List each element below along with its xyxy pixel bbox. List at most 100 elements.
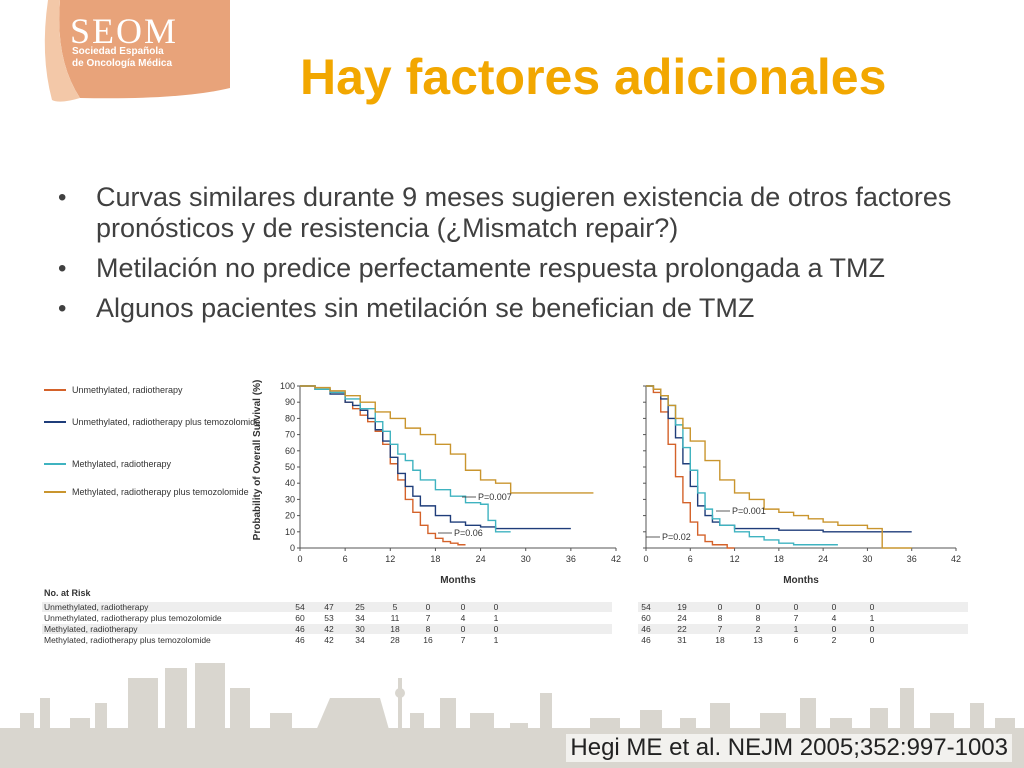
risk-cell: 1 (494, 613, 499, 623)
risk-cell: 8 (718, 613, 723, 623)
survival-curve (300, 385, 466, 546)
y-tick-label: 70 (285, 430, 295, 440)
risk-cell: 0 (494, 624, 499, 634)
risk-row-label: Methylated, radiotherapy (44, 624, 138, 634)
risk-row-bg (42, 602, 612, 612)
y-tick-label: 50 (285, 462, 295, 472)
risk-cell: 34 (355, 613, 365, 623)
risk-table: No. at Risk Unmethylated, radiotherapy 54… (42, 588, 968, 645)
bullet-list: Curvas similares durante 9 meses sugiere… (56, 182, 976, 333)
risk-cell: 1 (870, 613, 875, 623)
risk-cell: 0 (494, 602, 499, 612)
survival-curve (646, 385, 735, 549)
risk-cell: 46 (641, 635, 651, 645)
risk-cell: 8 (756, 613, 761, 623)
logo-subtitle: Sociedad Española de Oncología Médica (72, 46, 212, 70)
survival-curve (646, 385, 912, 549)
risk-cell: 46 (295, 624, 305, 634)
risk-cell: 0 (870, 602, 875, 612)
legend-label-methylated-rt: Methylated, radiotherapy (72, 459, 172, 469)
survival-curve (300, 385, 594, 494)
risk-cell: 30 (355, 624, 365, 634)
x-tick-label: 24 (476, 554, 486, 564)
risk-row-label: Unmethylated, radiotherapy plus temozolo… (44, 613, 222, 623)
risk-cell: 4 (832, 613, 837, 623)
seom-logo-swoosh (44, 0, 230, 102)
x-tick-label: 36 (566, 554, 576, 564)
y-tick-label: 60 (285, 446, 295, 456)
risk-row-bg (42, 635, 612, 645)
p-value-label: P=0.001 (732, 506, 766, 516)
logo-name: SEOM (70, 11, 179, 51)
x-tick-label: 6 (343, 554, 348, 564)
survival-figure: Unmethylated, radiotherapy Unmethylated,… (42, 380, 968, 645)
x-tick-label: 0 (297, 554, 302, 564)
survival-curve (646, 385, 838, 546)
p-value-label: P=0.007 (478, 492, 512, 502)
risk-cell: 0 (794, 602, 799, 612)
legend-label-unmethylated-rt-tmz: Unmethylated, radiotherapy plus temozolo… (72, 417, 260, 427)
risk-cell: 42 (324, 624, 334, 634)
risk-cell: 0 (832, 602, 837, 612)
risk-cell: 7 (794, 613, 799, 623)
risk-row-bg (638, 602, 968, 612)
legend-label-methylated-rt-tmz: Methylated, radiotherapy plus temozolomi… (72, 487, 249, 497)
y-tick-label: 100 (280, 381, 295, 391)
y-tick-label: 40 (285, 478, 295, 488)
risk-cell: 22 (677, 624, 687, 634)
x-tick-label: 30 (521, 554, 531, 564)
risk-cell: 2 (756, 624, 761, 634)
risk-cell: 7 (426, 613, 431, 623)
risk-cell: 25 (355, 602, 365, 612)
y-tick-label: 80 (285, 413, 295, 423)
x-tick-label: 12 (730, 554, 740, 564)
y-tick-label: 90 (285, 397, 295, 407)
survival-curve (300, 385, 571, 530)
risk-table-header: No. at Risk (44, 588, 92, 598)
risk-cell: 24 (677, 613, 687, 623)
x-tick-label: 42 (951, 554, 961, 564)
risk-cell: 1 (494, 635, 499, 645)
risk-cell: 60 (295, 613, 305, 623)
risk-cell: 0 (426, 602, 431, 612)
bullet-item: Metilación no predice perfectamente resp… (56, 253, 976, 284)
risk-cell: 4 (461, 613, 466, 623)
x-tick-label: 24 (818, 554, 828, 564)
bullet-item: Algunos pacientes sin metilación se bene… (56, 293, 976, 324)
risk-row-bg (638, 635, 968, 645)
slide-title: Hay factores adicionales (300, 49, 887, 105)
risk-cell: 11 (391, 613, 400, 623)
risk-row-label: Methylated, radiotherapy plus temozolomi… (44, 635, 211, 645)
risk-row-label: Unmethylated, radiotherapy (44, 602, 149, 612)
y-tick-label: 10 (285, 527, 295, 537)
risk-cell: 7 (718, 624, 723, 634)
logo-subtitle-line1: Sociedad Española (72, 46, 164, 57)
y-tick-label: 30 (285, 494, 295, 504)
x-tick-label: 30 (862, 554, 872, 564)
risk-row-bg (638, 613, 968, 623)
risk-cell: 7 (461, 635, 466, 645)
risk-cell: 0 (870, 624, 875, 634)
x-tick-label: 42 (611, 554, 621, 564)
x-axis-label-right: Months (783, 575, 819, 586)
x-tick-label: 18 (774, 554, 784, 564)
x-axis-label-left: Months (440, 575, 476, 586)
risk-cell: 2 (832, 635, 837, 645)
legend-label-unmethylated-rt: Unmethylated, radiotherapy (72, 385, 183, 395)
citation: Hegi ME et al. NEJM 2005;352:997-1003 (566, 734, 1012, 762)
risk-cell: 53 (324, 613, 334, 623)
risk-cell: 46 (641, 624, 651, 634)
risk-cell: 28 (390, 635, 400, 645)
y-axis-label: Probability of Overall Survival (%) (252, 380, 263, 541)
risk-cell: 0 (870, 635, 875, 645)
risk-cell: 46 (295, 635, 305, 645)
risk-cell: 31 (677, 635, 687, 645)
risk-cell: 8 (426, 624, 431, 634)
risk-row-bg (42, 624, 612, 634)
risk-cell: 42 (324, 635, 334, 645)
x-tick-label: 18 (430, 554, 440, 564)
x-tick-label: 36 (907, 554, 917, 564)
survival-chart-right: 0 6 12 18 24 30 36 42 P=0.001 P=0.02 (643, 385, 961, 564)
bullet-item: Curvas similares durante 9 meses sugiere… (56, 182, 976, 244)
risk-cell: 60 (641, 613, 651, 623)
